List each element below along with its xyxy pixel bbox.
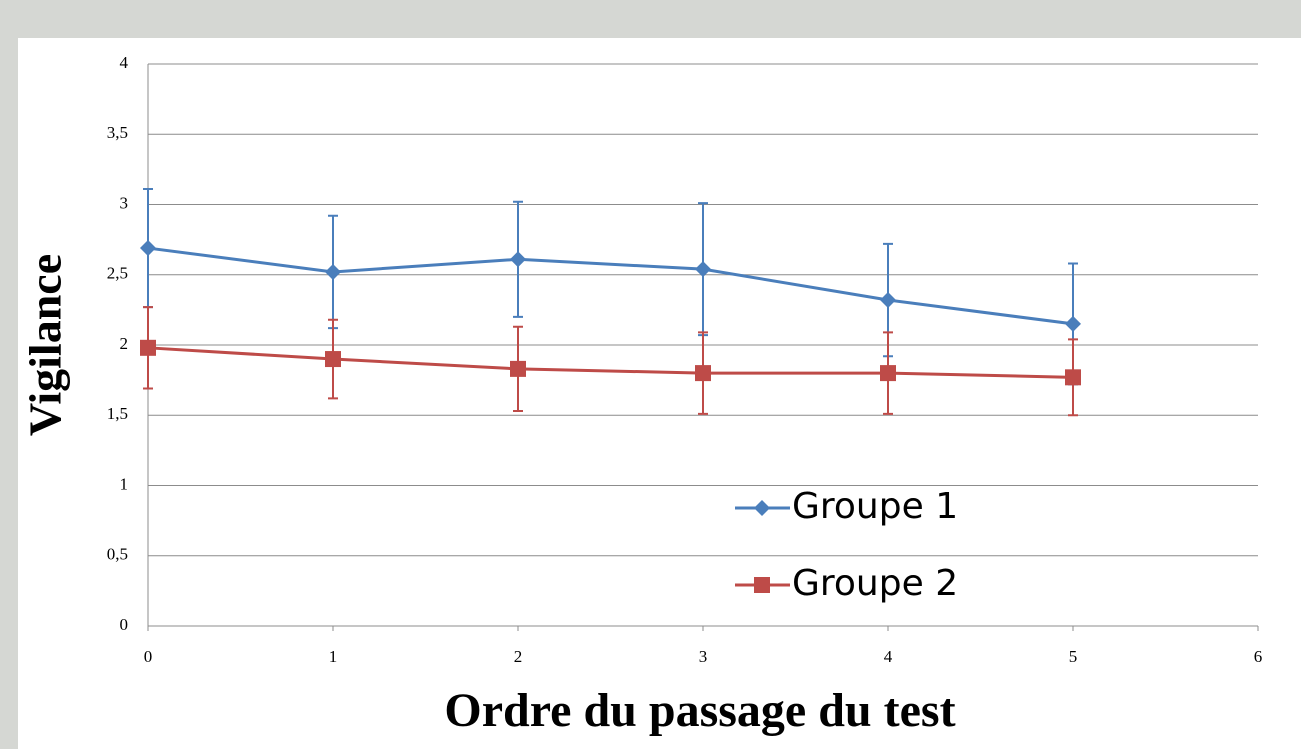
data-point xyxy=(880,365,896,382)
data-point xyxy=(1065,315,1081,332)
y-tick-label: 3 xyxy=(120,193,129,212)
y-tick-label: 0,5 xyxy=(107,545,128,564)
data-point xyxy=(510,360,526,377)
y-tick-label: 2,5 xyxy=(107,264,128,283)
data-point xyxy=(140,240,156,257)
data-point xyxy=(695,365,711,382)
x-tick-label: 1 xyxy=(329,647,338,666)
data-point xyxy=(510,251,526,268)
y-tick-label: 3,5 xyxy=(107,123,128,142)
x-tick-label: 2 xyxy=(514,647,523,666)
data-point xyxy=(140,339,156,356)
x-tick-label: 6 xyxy=(1254,647,1263,666)
x-tick-label: 4 xyxy=(884,647,893,666)
series-line xyxy=(147,246,1074,326)
x-tick-label: 3 xyxy=(699,647,708,666)
data-point xyxy=(695,261,711,278)
y-tick-label: 4 xyxy=(120,53,129,72)
series-line xyxy=(147,346,1074,379)
x-tick-label: 5 xyxy=(1069,647,1078,666)
x-axis-label: Ordre du passage du test xyxy=(444,684,955,737)
y-axis-label: Vigilance xyxy=(20,254,71,436)
y-tick-label: 2 xyxy=(120,334,129,353)
y-tick-label: 1 xyxy=(120,474,129,493)
y-tick-label: 0 xyxy=(120,615,129,634)
chart-panel xyxy=(18,38,1301,749)
legend-marker xyxy=(754,500,770,516)
legend-label: Groupe 2 xyxy=(792,563,958,604)
data-point xyxy=(880,292,896,309)
legend-label: Groupe 1 xyxy=(792,486,958,527)
data-point xyxy=(325,351,341,368)
x-tick-label: 0 xyxy=(144,647,153,666)
data-point xyxy=(1065,369,1081,386)
data-point xyxy=(325,263,341,280)
legend-marker xyxy=(754,577,770,593)
y-tick-label: 1,5 xyxy=(107,404,128,423)
